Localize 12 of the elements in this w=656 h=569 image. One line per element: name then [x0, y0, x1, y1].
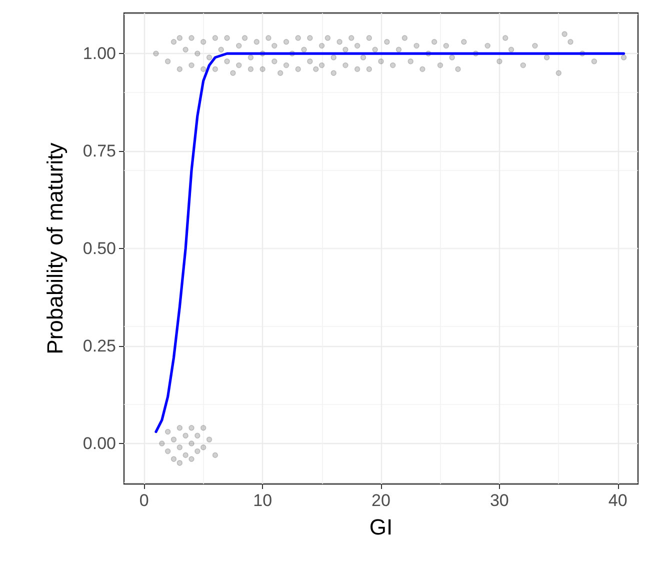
x-tick-label: 20 [372, 491, 390, 510]
x-tick-label: 10 [253, 491, 272, 510]
y-tick-label: 0.00 [82, 434, 116, 453]
y-tick-label: 0.75 [82, 142, 116, 161]
y-tick-label: 0.25 [82, 336, 116, 356]
x-tick-label: 30 [490, 491, 509, 510]
y-tick-label: 0.50 [82, 239, 116, 258]
x-tick-label: 0 [139, 491, 149, 510]
x-axis-title: GI [369, 514, 393, 540]
y-tick-label: 1.00 [82, 44, 116, 64]
x-tick-label: 40 [608, 491, 628, 510]
y-axis-title: Probability of maturity [42, 142, 68, 354]
